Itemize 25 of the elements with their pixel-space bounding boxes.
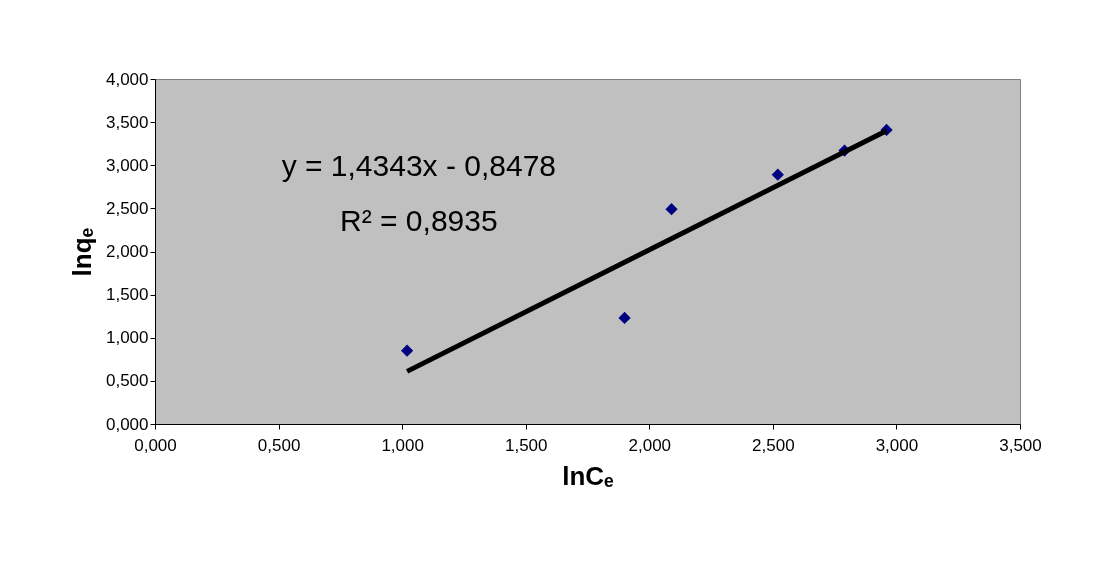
y-tick-label: 1,500 [105, 285, 149, 305]
x-axis-title: lnCₑ [562, 460, 615, 491]
y-tick-label: 4,000 [105, 69, 149, 89]
y-tick-label: 2,000 [105, 242, 149, 261]
point [400, 344, 414, 357]
annotation: y = 1,4343x - 0,8478 [281, 148, 557, 182]
y-tick-label: 3,000 [105, 155, 149, 175]
y-tick-label: 1,000 [105, 328, 149, 348]
x-tick-label: 0,500 [257, 435, 301, 455]
x-tick-label: 2,500 [752, 435, 795, 455]
y-tick-label: 0,500 [105, 371, 149, 391]
point [665, 203, 678, 216]
x-tick-label: 1,500 [504, 435, 548, 455]
y-axis-title: lnqₑ [66, 227, 97, 277]
annotation: R² = 0,8935 [340, 204, 498, 238]
y-tick-label: 0,000 [105, 414, 149, 434]
point [771, 168, 784, 181]
x-tick-label: 2,000 [628, 435, 672, 455]
point [618, 311, 631, 325]
y-tick-label: 3,500 [105, 112, 149, 132]
y-tick-label: 2,500 [105, 198, 149, 218]
x-tick-label: 3,500 [999, 435, 1042, 455]
x-tick-label: 3,000 [875, 435, 919, 455]
x-tick-label: 1,000 [381, 435, 424, 455]
x-tick-label: 0,000 [134, 435, 177, 455]
